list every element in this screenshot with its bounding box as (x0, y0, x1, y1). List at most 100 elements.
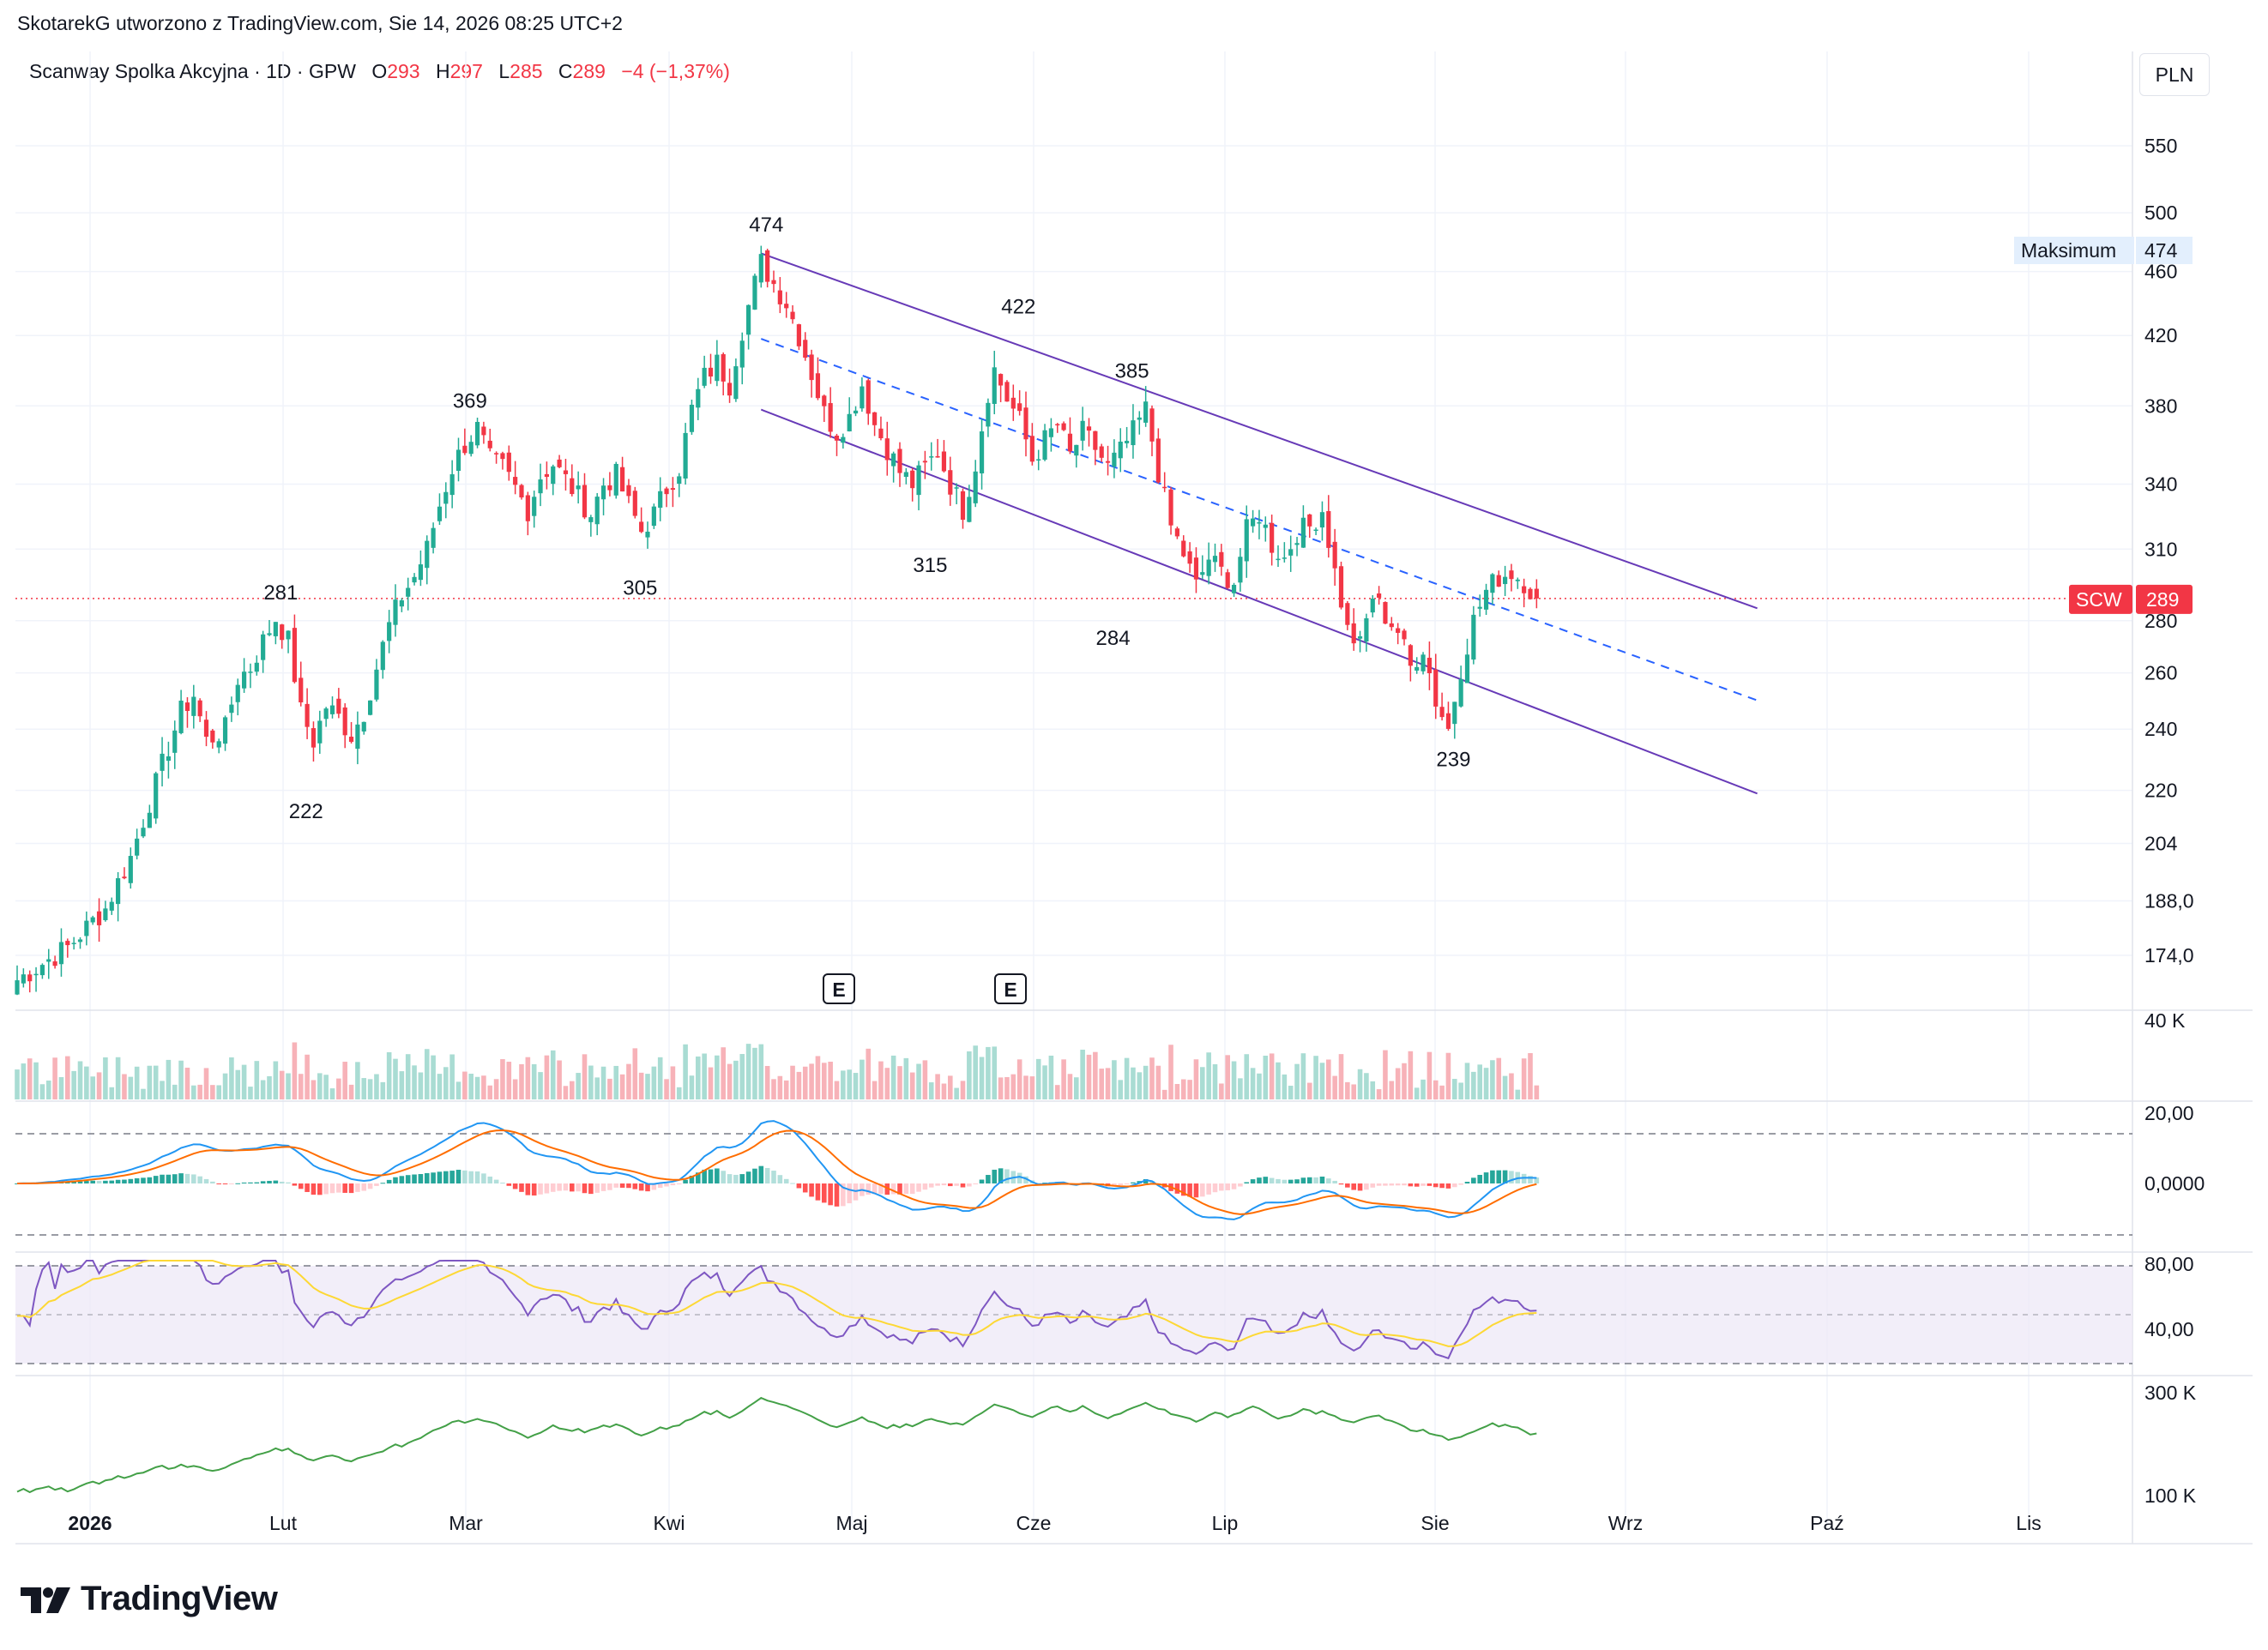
macd-histogram-bar (986, 1175, 991, 1183)
peak-label: 305 (623, 577, 657, 600)
candle-body (860, 386, 865, 409)
volume-bar (828, 1062, 833, 1099)
volume-bar (1180, 1079, 1186, 1099)
candle-body (1206, 559, 1211, 576)
time-tick-label: Sie (1421, 1512, 1449, 1534)
candle-body (1396, 628, 1401, 633)
candle-body (468, 442, 474, 455)
currency-button[interactable]: PLN (2139, 53, 2210, 96)
macd-histogram-bar (122, 1179, 127, 1183)
macd-histogram-bar (1023, 1176, 1028, 1183)
candle-body (683, 432, 688, 479)
candle-body (841, 437, 846, 443)
volume-bar (317, 1073, 323, 1099)
macd-histogram-bar (1414, 1183, 1420, 1187)
macd-histogram-bar (651, 1183, 657, 1190)
candle-body (292, 628, 297, 683)
candle-body (803, 340, 808, 358)
macd-histogram-bar (570, 1183, 575, 1192)
candle-body (1149, 408, 1155, 442)
candle-body (197, 700, 202, 717)
volume-bar (166, 1059, 172, 1099)
price-tick-label: 420 (2144, 324, 2177, 346)
maximum-value-bg (2136, 237, 2193, 264)
macd-histogram-bar (1370, 1183, 1376, 1188)
macd-line (16, 1120, 1537, 1220)
volume-bar (286, 1073, 291, 1099)
volume-bar (1370, 1081, 1376, 1099)
macd-histogram-bar (525, 1183, 531, 1195)
volume-bar (184, 1067, 190, 1099)
brand-name: TradingView (81, 1580, 278, 1617)
macd-histogram-bar (664, 1183, 669, 1187)
volume-bar (493, 1079, 499, 1099)
price-badge-bg (2136, 584, 2193, 614)
volume-bar (292, 1042, 298, 1099)
volume-bar (1383, 1050, 1388, 1099)
candle-body (948, 470, 953, 495)
candle-body (935, 455, 940, 458)
macd-histogram-bar (267, 1180, 272, 1183)
volume-bar (122, 1074, 127, 1099)
macd-histogram-bar (1276, 1178, 1281, 1183)
volume-bar (1515, 1089, 1521, 1099)
macd-histogram-bar (607, 1183, 612, 1190)
volume-bar (815, 1056, 821, 1099)
macd-histogram-bar (676, 1183, 682, 1184)
volume-bar (588, 1065, 594, 1099)
macd-histogram-bar (809, 1183, 814, 1197)
time-tick-label: 2026 (68, 1512, 112, 1534)
candle-body (52, 960, 57, 967)
volume-bar (15, 1069, 20, 1099)
candle-body (1061, 423, 1066, 431)
macd-histogram-bar (670, 1183, 676, 1186)
macd-histogram-bar (948, 1183, 953, 1187)
macd-histogram-bar (197, 1176, 202, 1183)
macd-histogram-bar (1458, 1183, 1463, 1185)
volume-bar (235, 1069, 241, 1099)
macd-histogram-bar (1376, 1183, 1382, 1186)
peak-label: 239 (1436, 749, 1470, 772)
macd-histogram-bar (557, 1183, 562, 1191)
volume-bar (916, 1063, 921, 1099)
candle-body (1244, 519, 1249, 562)
macd-histogram-bar (582, 1183, 588, 1194)
candle-body (500, 453, 505, 460)
macd-histogram-bar (305, 1183, 310, 1192)
candle-body (1445, 713, 1451, 729)
volume-bar (1319, 1063, 1325, 1099)
candle-body (449, 474, 455, 496)
macd-histogram-bar (1402, 1183, 1407, 1186)
macd-histogram-bar (493, 1179, 499, 1183)
volume-bar (1067, 1074, 1073, 1099)
macd-histogram-bar (721, 1171, 726, 1183)
symbol-name[interactable]: Scanway Spolka Akcyjna · 1D · GPW (29, 60, 356, 82)
candle-body (84, 920, 89, 936)
macd-histogram-bar (1282, 1179, 1288, 1183)
candle-body (1231, 584, 1237, 593)
time-tick-label: Cze (1016, 1512, 1052, 1534)
open-label: O (371, 60, 388, 82)
volume-bar (1250, 1068, 1256, 1099)
candle-body (261, 634, 266, 660)
volume-bar (380, 1081, 386, 1099)
macd-histogram-bar (683, 1179, 688, 1183)
volume-bar (1389, 1081, 1395, 1099)
tradingview-logo[interactable]: TradingView (19, 1580, 278, 1618)
candle-body (727, 382, 733, 396)
volume-bar (1048, 1055, 1054, 1099)
candle-body (853, 410, 859, 414)
volume-bar (847, 1069, 852, 1099)
volume-bar (1206, 1052, 1211, 1099)
volume-bar (481, 1075, 486, 1099)
candle-body (109, 901, 114, 911)
channel-lower-line (760, 408, 1758, 795)
candle-body (172, 730, 178, 753)
macd-histogram-bar (1521, 1173, 1527, 1183)
macd-histogram-bar (1364, 1183, 1369, 1190)
macd-histogram-bar (1118, 1183, 1124, 1185)
candle-body (1464, 654, 1470, 683)
volume-bar (954, 1087, 959, 1099)
candle-body (1300, 517, 1306, 548)
